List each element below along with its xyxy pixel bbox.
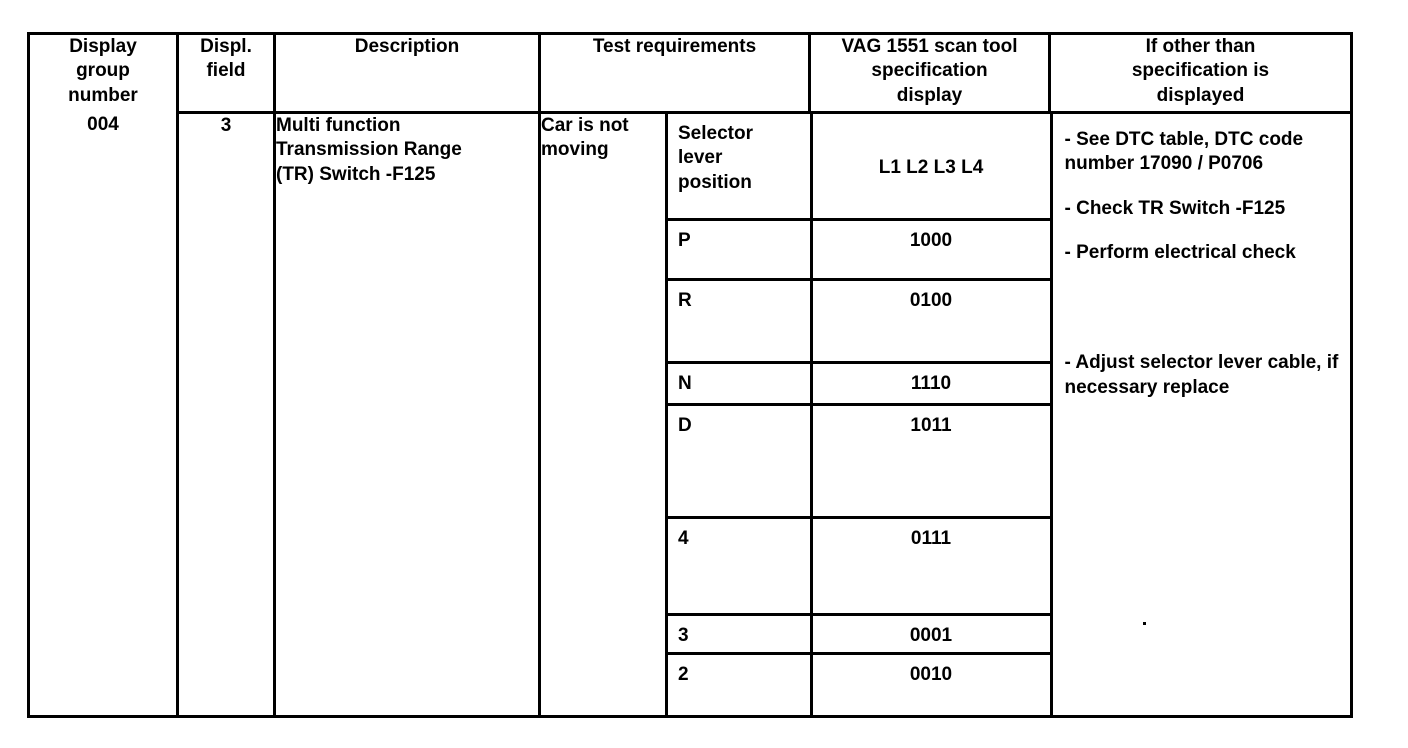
cell-selector-lever-grid: Selector lever position L1 L2 L3 L4 - Se… [666, 112, 1353, 717]
note-item: - Adjust selector lever cable, if necess… [1064, 352, 1339, 398]
header-line: number [68, 84, 138, 106]
header-test-requirements: Test requirements [539, 33, 811, 115]
selector-row-r: R 0100 [668, 277, 1353, 363]
header-line: Display [69, 36, 137, 57]
header-line: VAG 1551 scan tool [841, 36, 1018, 57]
selector-lever-table: Selector lever position L1 L2 L3 L4 - Se… [668, 114, 1353, 715]
cell-display-field: 3 [177, 112, 276, 717]
header-line: If other than [1145, 36, 1256, 57]
header-line: display [896, 84, 963, 106]
selector-row-p: P 1000 [668, 217, 1353, 280]
selector-position-label: 4 [668, 515, 813, 615]
selector-position-value: 0010 [811, 651, 1053, 715]
cell-display-group-number: 004 [28, 112, 179, 717]
selector-label-line: position [678, 171, 752, 193]
note-item: - Check TR Switch -F125 [1064, 197, 1286, 219]
selector-position-value: 0111 [811, 515, 1053, 615]
description-line: (TR) Switch -F125 [276, 163, 436, 185]
note-item: - Perform electrical check [1064, 241, 1296, 263]
header-description: Description [274, 33, 541, 115]
selector-position-value: 0100 [811, 277, 1053, 363]
selector-position-label: R [668, 277, 813, 363]
selector-row-n: N 1110 [668, 360, 1353, 405]
selector-position-label: Selector lever position [668, 114, 813, 220]
selector-position-label: 3 [668, 612, 813, 654]
header-scan-tool-specification: VAG 1551 scan tool specification display [809, 33, 1051, 115]
header-line: field [206, 60, 246, 82]
selector-position-value: 1011 [811, 402, 1053, 518]
selector-position-label: N [668, 360, 813, 405]
cell-description: Multi function Transmission Range (TR) S… [274, 112, 541, 717]
selector-position-label: D [668, 402, 813, 518]
spec-table: Display group number Displ. field Descri… [27, 32, 1353, 718]
selector-position-label: P [668, 217, 813, 280]
header-line: Displ. [200, 36, 252, 57]
header-display-field: Displ. field [177, 33, 276, 115]
selector-position-label: 2 [668, 651, 813, 715]
selector-position-value: 1000 [811, 217, 1053, 280]
header-line: specification is [1131, 60, 1270, 82]
description-line: Multi function [276, 115, 401, 137]
selector-label-line: Selector [678, 123, 753, 145]
print-artifact-dot [1143, 622, 1146, 625]
selector-position-value: 0001 [811, 612, 1053, 654]
selector-row-4: 4 0111 [668, 515, 1353, 615]
header-line: group [76, 60, 130, 82]
cell-test-requirement: Car is not moving [539, 112, 668, 717]
selector-row-d: D 1011 [668, 402, 1353, 518]
note-item: - See DTC table, DTC code number 17090 /… [1064, 129, 1304, 175]
selector-row-2: 2 0010 [668, 651, 1353, 715]
cell-if-other-than-specification: - See DTC table, DTC code number 17090 /… [1051, 114, 1353, 715]
selector-row-header: Selector lever position L1 L2 L3 L4 - Se… [668, 114, 1353, 715]
selector-label-line: lever [678, 147, 723, 169]
description-line: Transmission Range [276, 139, 462, 161]
selector-bit-legend: L1 L2 L3 L4 [811, 114, 1053, 220]
selector-row-3: 3 0001 [668, 612, 1353, 654]
header-line: displayed [1156, 84, 1245, 106]
selector-position-value: 1110 [811, 360, 1053, 405]
header-if-other-than-specification: If other than specification is displayed [1049, 33, 1352, 115]
header-display-group-number: Display group number [28, 33, 179, 113]
table-header-row: Display group number Displ. field Descri… [28, 33, 1352, 115]
header-line: specification [871, 60, 988, 82]
test-requirement-line: moving [541, 139, 609, 161]
test-requirement-line: Car is not [541, 115, 629, 137]
table-row: 004 3 Multi function Transmission Range … [28, 112, 1353, 717]
